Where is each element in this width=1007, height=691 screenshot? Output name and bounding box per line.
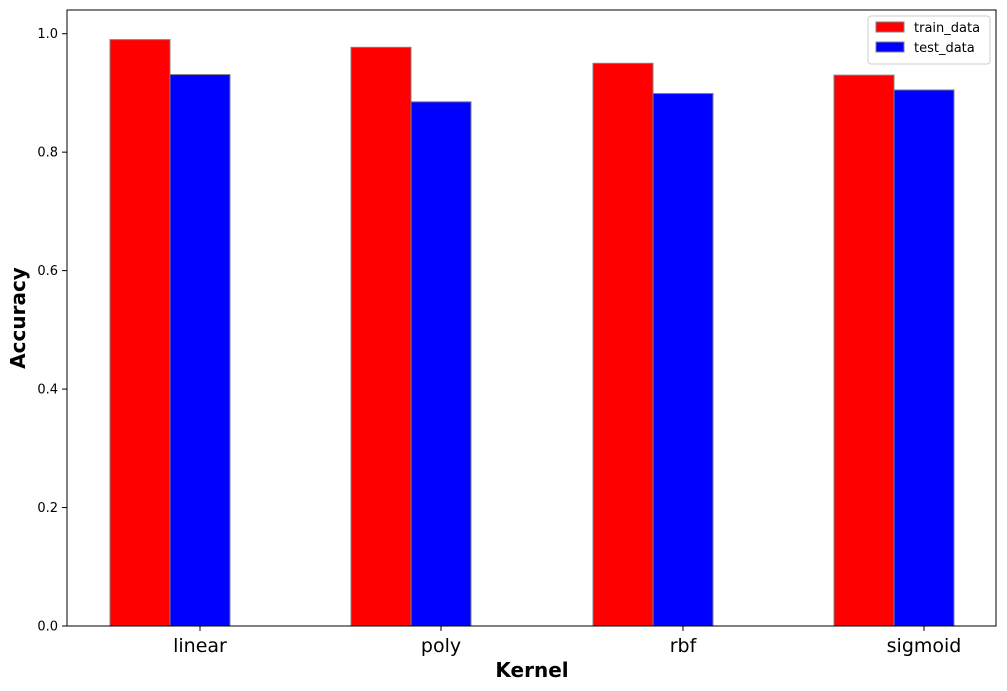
bar-test_data-linear	[169, 74, 231, 627]
y-tick-label: 0.8	[37, 146, 58, 161]
x-tick-label-rbf: rbf	[670, 635, 698, 657]
x-tick-label-sigmoid: sigmoid	[887, 635, 962, 657]
legend-swatch-test_data	[875, 41, 905, 53]
y-tick-label: 0.0	[37, 620, 58, 635]
bar-train_data-poly	[350, 46, 412, 627]
bar-test_data-rbf	[652, 93, 714, 627]
y-axis-label: Accuracy	[6, 267, 30, 369]
bar-train_data-sigmoid	[833, 74, 895, 627]
bar-train_data-rbf	[592, 62, 654, 627]
y-axis-ticks: 0.0 0.2 0.4 0.6 0.8 1.0	[37, 27, 67, 635]
y-tick-label: 1.0	[37, 27, 58, 42]
legend-swatch-train_data	[875, 21, 905, 33]
y-tick-label: 0.2	[37, 501, 58, 516]
plot-frame	[66, 9, 997, 627]
bar-train_data-linear	[109, 39, 171, 627]
x-axis-ticks: linear poly rbf sigmoid	[173, 626, 961, 657]
legend-label-test_data: test_data	[914, 41, 975, 56]
y-tick-label: 0.6	[37, 264, 58, 279]
x-tick-label-linear: linear	[173, 635, 227, 657]
bars-group	[109, 39, 955, 627]
x-axis-label: Kernel	[495, 658, 568, 682]
x-tick-label-poly: poly	[421, 635, 461, 657]
y-tick-label: 0.4	[37, 383, 58, 398]
bar-test_data-poly	[410, 101, 472, 627]
legend-label-train_data: train_data	[914, 21, 980, 36]
legend: train_data test_data	[867, 15, 991, 65]
bar-test_data-sigmoid	[893, 89, 955, 627]
